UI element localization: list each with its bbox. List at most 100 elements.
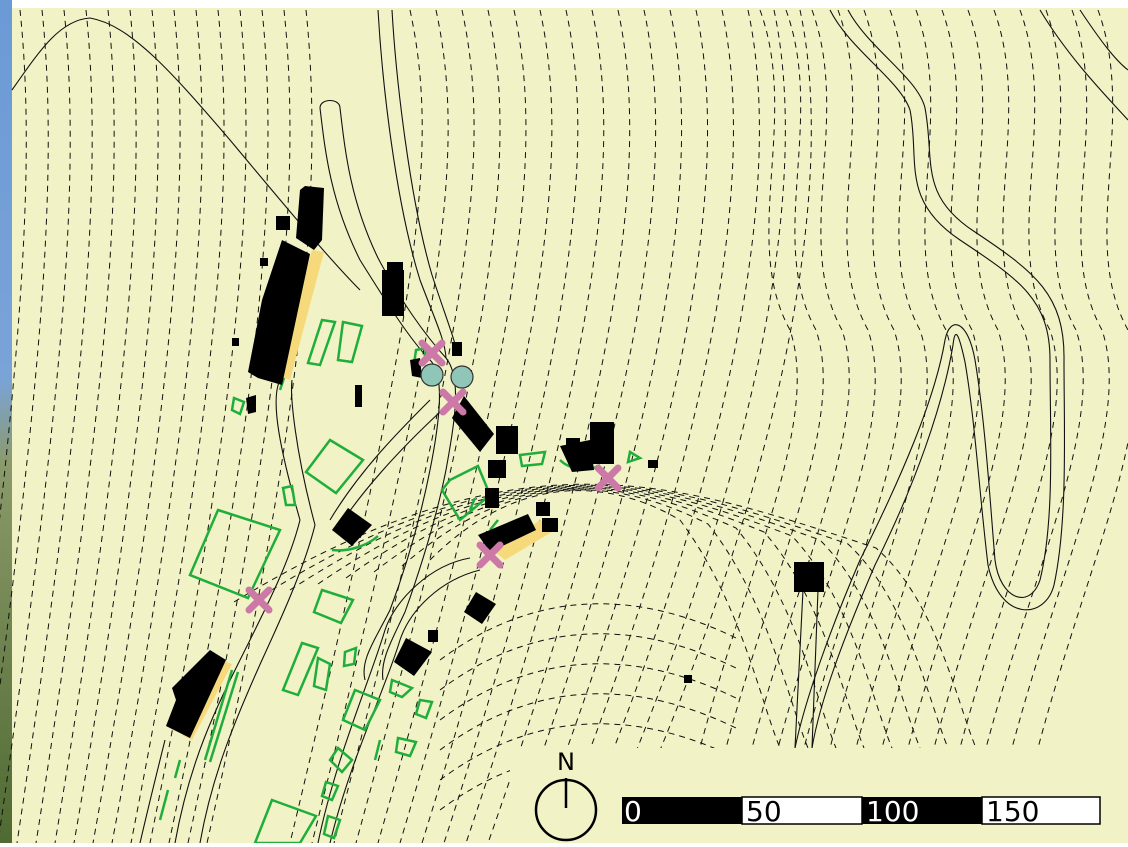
building: [355, 385, 362, 407]
building: [382, 270, 404, 316]
scale-bar: 0 50 100 150: [622, 795, 1101, 828]
contour-line: [619, 9, 812, 844]
contour-line: [881, 9, 980, 749]
contour-line: [699, 9, 798, 749]
contour-line: [16, 9, 93, 844]
vegetation-patch: [322, 814, 342, 840]
vegetation-patch: [306, 318, 337, 367]
building: [542, 518, 558, 532]
vegetation-patch: [281, 484, 297, 507]
contour-line: [985, 9, 1084, 749]
terrace: [495, 520, 555, 560]
contour-line: [959, 9, 1058, 749]
vegetation-edge: [158, 789, 170, 821]
road-edge: [391, 9, 459, 357]
building: [648, 460, 658, 468]
road-edge: [1079, 9, 1128, 71]
contour-line: [421, 9, 579, 844]
vegetation-edge: [331, 535, 379, 552]
contour-line: [751, 9, 850, 749]
vegetation-patch: [518, 450, 547, 468]
contour-line: [311, 9, 449, 844]
road-edge: [1039, 9, 1128, 121]
road-edge: [794, 589, 804, 749]
contour-line: [855, 9, 954, 749]
building: [332, 508, 372, 546]
contour-line: [439, 663, 741, 721]
contour-line: [531, 9, 709, 844]
scale-segment: [862, 797, 982, 824]
road-edge: [329, 399, 431, 521]
photo-strip: [0, 0, 12, 843]
cross-marker-icon: [439, 388, 467, 416]
vegetation-patch: [304, 438, 365, 495]
buildings: [166, 186, 824, 738]
building: [428, 630, 438, 642]
scale-label-100: 100: [866, 795, 919, 828]
building: [566, 438, 580, 448]
contour-line: [803, 9, 902, 749]
scale-segment: [981, 796, 1101, 825]
building: [485, 488, 499, 508]
contour-line: [829, 9, 928, 749]
cross-marker-icon: [245, 586, 273, 614]
building: [590, 422, 614, 464]
vegetation-patch: [320, 780, 340, 802]
scale-label-0: 0: [624, 795, 642, 828]
north-arrow-icon: N: [534, 748, 598, 842]
vegetation-edge: [373, 739, 382, 761]
circle-markers: [420, 363, 474, 389]
building: [496, 426, 518, 454]
vegetation-patch: [230, 396, 246, 416]
vegetation-patch: [312, 588, 355, 625]
building: [276, 216, 290, 230]
contour-line: [487, 9, 657, 844]
vegetation-patch: [626, 450, 643, 464]
vegetation-patch: [342, 646, 358, 668]
road-edge: [381, 469, 447, 681]
contour-line: [401, 489, 809, 749]
road-edge: [291, 379, 316, 526]
cross-markers: [245, 339, 622, 614]
vegetation-outlines: [158, 318, 643, 845]
vegetation-edge: [468, 497, 477, 511]
cross-marker-icon: [594, 464, 622, 492]
contour-line: [35, 9, 115, 844]
building: [488, 460, 506, 478]
contour-line: [111, 9, 203, 844]
building: [246, 395, 256, 414]
building: [794, 562, 824, 592]
vegetation-patch: [281, 641, 320, 697]
building: [232, 338, 239, 346]
contour-line: [54, 9, 137, 844]
contour-line: [130, 9, 225, 844]
contour-line: [73, 9, 159, 844]
vegetation-edge: [173, 759, 182, 779]
vegetation-patch: [312, 656, 332, 692]
vegetation-patch: [388, 678, 415, 699]
circle-marker-icon: [420, 363, 444, 387]
road-edge: [811, 9, 1066, 749]
building: [296, 186, 324, 250]
contour-line: [1011, 9, 1110, 749]
contour-line: [933, 9, 1032, 749]
contour-line: [553, 9, 734, 844]
contour-line: [509, 9, 683, 844]
road-edge: [339, 411, 441, 526]
vegetation-edge: [489, 519, 499, 531]
north-label: N: [557, 748, 575, 776]
contour-line: [907, 9, 1006, 749]
contour-line: [317, 486, 893, 749]
contour-line: [597, 9, 786, 844]
building: [387, 262, 403, 272]
contour-line: [289, 9, 423, 844]
building: [166, 650, 226, 738]
road-edge: [317, 557, 471, 844]
vegetation-edge: [203, 669, 234, 761]
scale-label-150: 150: [986, 795, 1039, 828]
vegetation-patch: [440, 464, 492, 522]
contour-line: [439, 603, 741, 661]
vegetation-patch: [328, 746, 354, 774]
